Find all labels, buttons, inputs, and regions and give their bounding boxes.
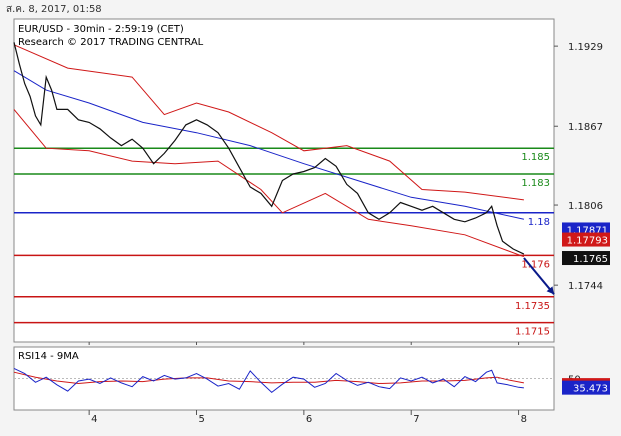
y-tick-label: 1.1867	[568, 122, 603, 133]
price-tag-bg	[562, 251, 610, 266]
rsi-line	[13, 367, 524, 394]
y-tick-label: 1.1806	[568, 201, 603, 212]
y-tick-label: 1.1744	[568, 281, 603, 292]
x-tick-label: 8	[521, 414, 527, 425]
x-tick-label: 6	[306, 414, 312, 425]
forecast-arrow	[523, 257, 555, 295]
x-tick-label: 5	[199, 414, 205, 425]
bollinger-lower	[13, 109, 525, 258]
rsi-tag: 35.473	[573, 384, 608, 395]
price-tag: 1.17871	[567, 225, 608, 236]
timestamp: ส.ค. 8, 2017, 01:58	[6, 4, 102, 15]
y-tick-label: 1.1929	[568, 42, 603, 53]
level-label: 1.185	[521, 152, 550, 163]
price-tag: 1.17793	[567, 236, 608, 247]
price-tag-bg	[562, 232, 610, 247]
x-tick-label: 4	[91, 414, 97, 425]
level-label: 1.183	[521, 178, 550, 189]
price-tag: 1.1765	[573, 254, 608, 265]
price-series	[13, 42, 525, 255]
level-label: 1.18	[528, 217, 550, 228]
x-tick-label: 7	[413, 414, 419, 425]
chart-title: EUR/USD - 30min - 2:59:19 (CET)	[18, 24, 184, 35]
chart-subtitle: Research © 2017 TRADING CENTRAL	[18, 37, 204, 48]
main-panel	[13, 18, 555, 343]
rsi-tag-bg	[562, 380, 610, 395]
moving-average	[13, 70, 525, 220]
level-label: 1.176	[521, 259, 550, 270]
level-label: 1.1735	[515, 301, 550, 312]
level-label: 1.1715	[515, 327, 550, 338]
bollinger-upper	[13, 44, 524, 201]
forecast-arrowhead	[546, 286, 554, 295]
rsi-title: RSI14 - 9MA	[18, 351, 79, 362]
